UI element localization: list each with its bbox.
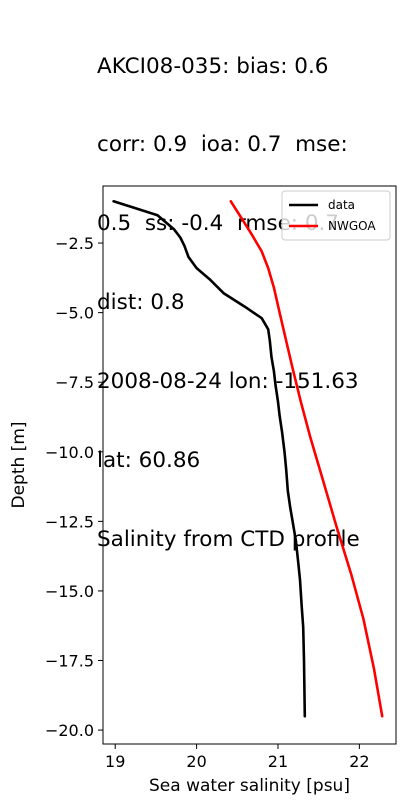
plot-frame (102, 185, 397, 745)
y-tick-label: −10.0 (45, 443, 94, 462)
x-axis-label: Sea water salinity [psu] (149, 776, 350, 796)
title-line: corr: 0.9 ioa: 0.7 mse: (97, 132, 348, 158)
title-line: dist: 0.8 (97, 290, 185, 316)
y-tick-label: −17.5 (45, 652, 94, 671)
y-tick-label: −20.0 (45, 721, 94, 740)
legend-label-nwgoa: NWGOA (328, 219, 376, 233)
y-axis-label: Depth [m] (9, 421, 29, 508)
y-tick-label: −12.5 (45, 512, 94, 531)
x-axis: 19 20 21 22 (105, 744, 370, 771)
series-layer (112, 200, 384, 718)
title-line: Salinity from CTD profile (97, 526, 360, 552)
series-line-nwgoa (229, 200, 384, 718)
legend-label-data: data (328, 198, 355, 212)
y-tick-label: −5.0 (55, 304, 94, 323)
x-tick-label: 20 (186, 752, 206, 771)
x-tick-label: 22 (349, 752, 369, 771)
y-tick-label: −2.5 (55, 234, 94, 253)
y-tick-label: −15.0 (45, 582, 94, 601)
title-line: AKCI08-035: bias: 0.6 (97, 53, 329, 79)
title-line: 2008-08-24 lon: -151.63 (97, 369, 359, 395)
y-axis: −2.5 −5.0 −7.5 −10.0 −12.5 −15.0 −17.5 −20.0 (45, 234, 103, 740)
legend: data NWGOA (281, 190, 391, 241)
x-tick-label: 19 (105, 752, 125, 771)
x-tick-label: 21 (268, 752, 288, 771)
title-line: lat: 60.86 (97, 448, 201, 474)
legend-box (281, 190, 391, 241)
y-tick-label: −7.5 (55, 373, 94, 392)
series-line-data (112, 200, 307, 718)
